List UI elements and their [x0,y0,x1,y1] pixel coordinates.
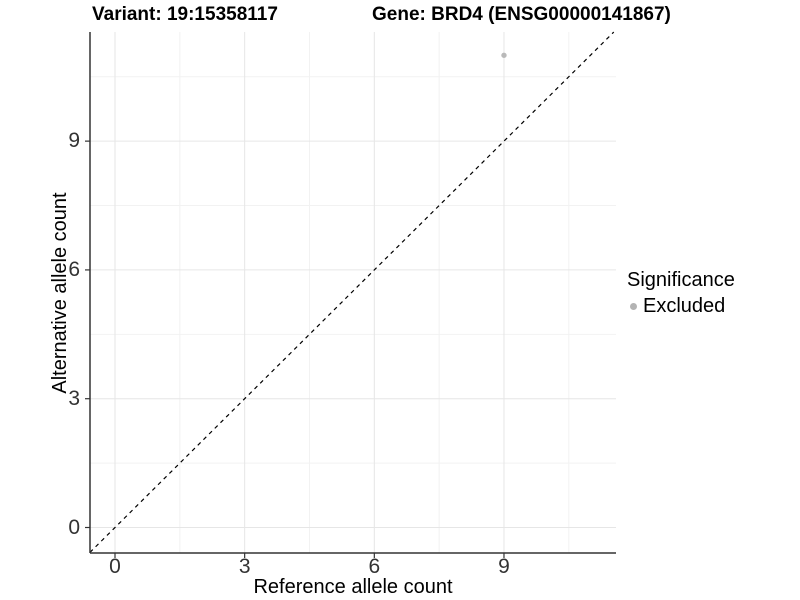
gene-title: Gene: BRD4 (ENSG00000141867) [372,4,671,25]
identity-dashed-line [89,31,615,553]
y-tick-label: 3 [68,386,80,410]
legend-item-excluded: Excluded [627,295,735,318]
x-tick-label: 0 [109,555,121,578]
y-axis-title: Alternative allele count [49,192,71,394]
y-tick-label: 6 [68,257,80,281]
legend-item-label: Excluded [643,295,726,317]
legend: Significance Excluded [627,269,735,318]
data-point [501,52,507,58]
x-axis-title: Reference allele count [253,576,453,598]
variant-title: Variant: 19:15358117 [92,4,278,25]
legend-title: Significance [627,269,735,291]
x-tick-label: 6 [368,555,381,578]
excluded-point-icon [630,303,637,310]
x-tick-label: 3 [238,555,251,578]
x-tick-label: 9 [498,555,510,578]
y-tick-label: 9 [68,129,80,153]
y-tick-label: 0 [68,515,80,539]
